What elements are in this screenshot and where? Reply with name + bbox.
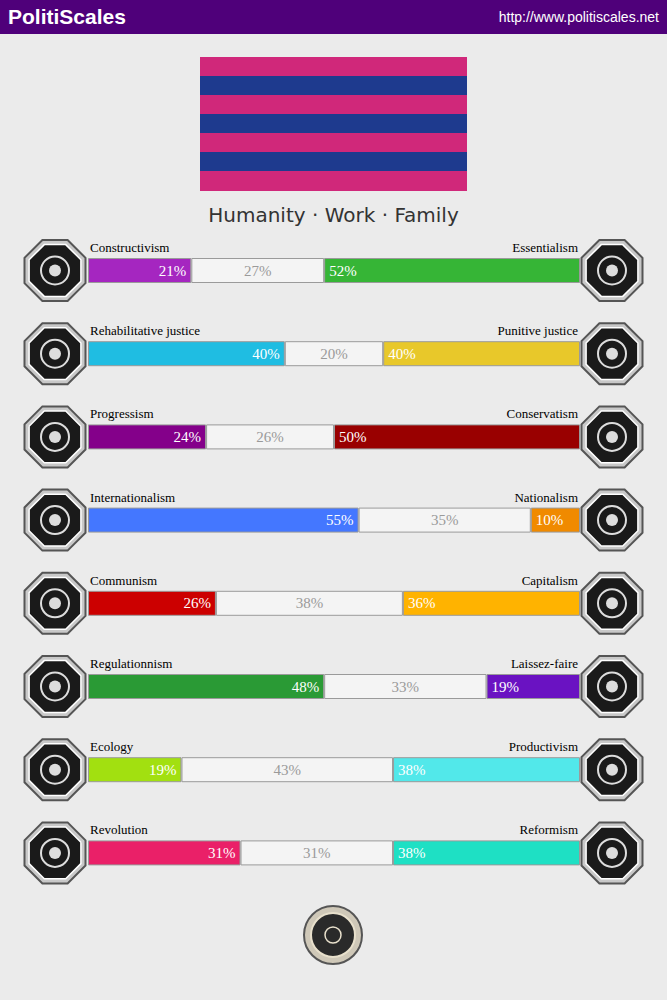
html-text:Communism: Communism xyxy=(90,572,158,588)
svg-text:50%: 50% xyxy=(339,429,367,445)
svg-text:43%: 43% xyxy=(274,762,302,778)
svg-text:35%: 35% xyxy=(431,512,459,528)
svg-text:52%: 52% xyxy=(329,263,357,279)
svg-text:38%: 38% xyxy=(296,595,324,611)
html-text:Productivism: Productivism xyxy=(508,739,578,755)
html-text:Progressism: Progressism xyxy=(90,406,154,422)
html-text:Essentialism: Essentialism xyxy=(512,240,578,255)
svg-text:19%: 19% xyxy=(492,679,520,695)
html-text:Rehabilitative justice: Rehabilitative justice xyxy=(90,323,201,339)
svg-text:24%: 24% xyxy=(174,429,202,445)
svg-text:33%: 33% xyxy=(392,679,420,695)
html-text:Revolution: Revolution xyxy=(90,822,148,838)
svg-text:36%: 36% xyxy=(408,595,436,611)
svg-text:27%: 27% xyxy=(244,263,272,279)
svg-text:48%: 48% xyxy=(292,679,320,695)
svg-text:10%: 10% xyxy=(536,512,564,528)
html-text:Ecology: Ecology xyxy=(90,739,134,755)
svg-text:21%: 21% xyxy=(159,263,187,279)
html-text:Internationalism: Internationalism xyxy=(90,489,176,505)
html-text:http://www.politiscales.net: http://www.politiscales.net xyxy=(498,9,659,25)
svg-text:38%: 38% xyxy=(398,762,426,778)
svg-text:19%: 19% xyxy=(149,762,177,778)
svg-text:20%: 20% xyxy=(320,346,348,362)
svg-text:55%: 55% xyxy=(326,512,354,528)
svg-text:38%: 38% xyxy=(398,845,426,861)
svg-text:31%: 31% xyxy=(208,845,236,861)
svg-text:40%: 40% xyxy=(252,346,280,362)
svg-text:31%: 31% xyxy=(303,845,331,861)
svg-text:26%: 26% xyxy=(183,595,211,611)
svg-text:26%: 26% xyxy=(256,429,284,445)
svg-text:40%: 40% xyxy=(388,346,416,362)
html-text:Constructivism: Constructivism xyxy=(90,240,170,255)
html-text:Capitalism: Capitalism xyxy=(521,572,578,588)
html-text:Punitive justice: Punitive justice xyxy=(497,323,578,339)
html-text:Nationalism: Nationalism xyxy=(514,489,578,505)
html-text:PolitiScales: PolitiScales xyxy=(8,5,126,28)
html-text:Laissez-faire: Laissez-faire xyxy=(510,656,578,671)
html-text:Humanity · Work · Family: Humanity · Work · Family xyxy=(208,203,459,227)
html-text:Reformism: Reformism xyxy=(519,822,578,838)
html-text:Conservatism: Conservatism xyxy=(506,406,578,422)
html-text:Regulationnism: Regulationnism xyxy=(90,656,173,671)
